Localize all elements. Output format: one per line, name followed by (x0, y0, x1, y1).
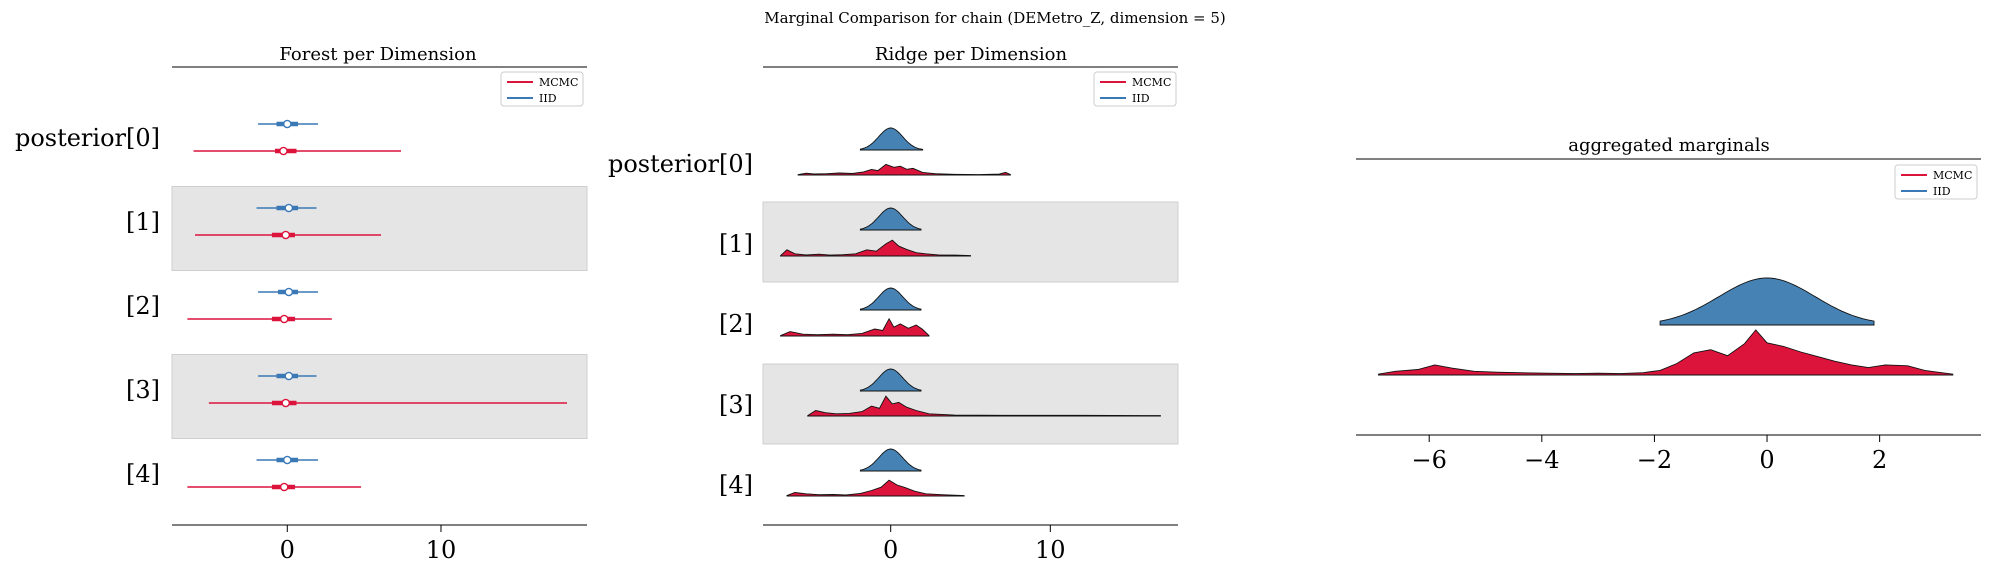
legend-label-mcmc: MCMC (539, 76, 578, 89)
x-tick-label: 10 (1035, 536, 1066, 564)
iid-median-point (284, 287, 294, 297)
figure-title: Marginal Comparison for chain (DEMetro_Z… (764, 9, 1226, 27)
forest-panel: Forest per Dimension posterior[0] [1] [2] [… (15, 44, 588, 564)
mcmc-ridge (807, 395, 1161, 417)
iid-median-point (284, 371, 294, 381)
x-tick-label: −2 (1637, 446, 1672, 474)
mcmc-ridge (1378, 329, 1954, 376)
iid-ridge (859, 368, 922, 392)
row-label: [1] (126, 208, 160, 236)
mcmc-ridge (786, 479, 965, 497)
iid-median-point (284, 203, 294, 213)
legend-label-iid: IID (1132, 92, 1150, 105)
aggregated-panel-title: aggregated marginals (1568, 135, 1769, 156)
mcmc-median-point (279, 146, 288, 156)
x-tick-label: −6 (1412, 446, 1447, 474)
row-band (762, 363, 1179, 445)
row-label: posterior[0] (15, 124, 160, 152)
row-label: [2] (719, 310, 753, 338)
forest-panel-title: Forest per Dimension (279, 44, 477, 65)
mcmc-median-point (279, 314, 289, 324)
iid-ridge (859, 127, 924, 151)
mcmc-ridge (780, 239, 971, 257)
legend-label-mcmc: MCMC (1132, 76, 1171, 89)
legend-label-mcmc: MCMC (1933, 169, 1972, 182)
row-band (171, 186, 588, 271)
iid-ridge (1659, 277, 1875, 326)
row-label: posterior[0] (608, 150, 753, 178)
row-label: [3] (126, 376, 160, 404)
ridge-panel: Ridge per Dimension posterior[0] [1] [2] [3… (608, 44, 1179, 564)
row-label: [3] (719, 391, 753, 419)
x-tick-label: 0 (883, 536, 898, 564)
legend-label-iid: IID (539, 92, 557, 105)
iid-ridge (859, 448, 922, 472)
row-band (762, 201, 1179, 283)
mcmc-median-point (281, 398, 291, 408)
mcmc-ridge (780, 317, 930, 337)
iid-ridge (859, 207, 922, 231)
iid-median-point (282, 119, 292, 129)
legend-label-iid: IID (1933, 185, 1951, 198)
mcmc-median-point (279, 482, 289, 492)
row-label: [4] (719, 471, 753, 499)
ridge-panel-title: Ridge per Dimension (875, 44, 1068, 65)
x-tick-label: 10 (426, 536, 457, 564)
mcmc-ridge (797, 163, 1011, 176)
row-label: [2] (126, 292, 160, 320)
row-label: [1] (719, 230, 753, 258)
x-tick-label: 0 (280, 536, 295, 564)
aggregated-panel: aggregated marginals −6 −4 −2 0 2 MCMC IID (1356, 135, 1981, 474)
row-band (171, 354, 588, 439)
mcmc-median-point (281, 230, 291, 240)
row-label: [4] (126, 460, 160, 488)
iid-ridge (859, 287, 922, 311)
iid-median-point (282, 455, 292, 465)
x-tick-label: 2 (1872, 446, 1887, 474)
x-tick-label: −4 (1524, 446, 1559, 474)
x-tick-label: 0 (1759, 446, 1774, 474)
